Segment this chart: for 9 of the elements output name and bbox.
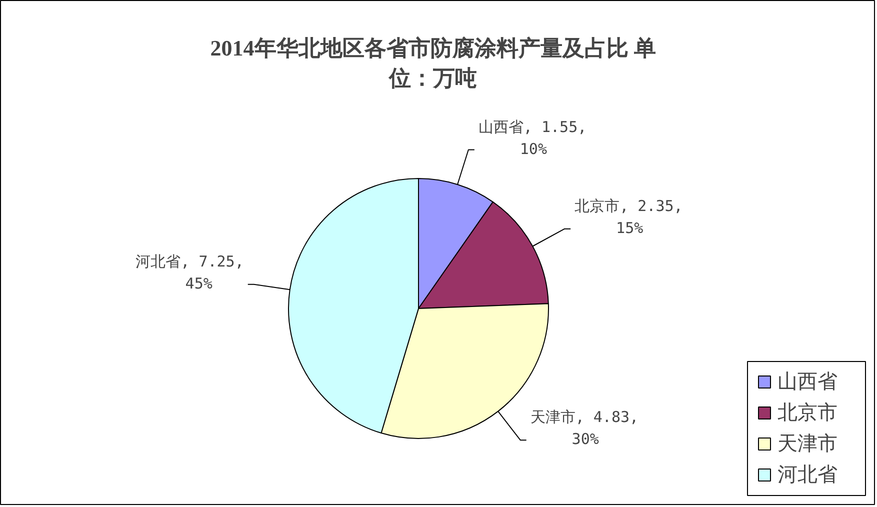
legend-label: 北京市 bbox=[778, 400, 838, 424]
data-label: 山西省, 1.55, 10% bbox=[478, 118, 587, 158]
data-label: 河北省, 7.25, 45% bbox=[136, 252, 244, 292]
legend-label: 河北省 bbox=[778, 462, 838, 486]
legend-label: 山西省 bbox=[778, 369, 838, 393]
data-label: 北京市, 2.35, 15% bbox=[574, 196, 683, 237]
legend-label: 天津市 bbox=[778, 431, 838, 455]
chart-title: 2014年华北地区各省市防腐涂料产量及占比 单位：万吨 bbox=[210, 36, 656, 90]
data-label: 天津市, 4.83, 30% bbox=[530, 408, 639, 448]
